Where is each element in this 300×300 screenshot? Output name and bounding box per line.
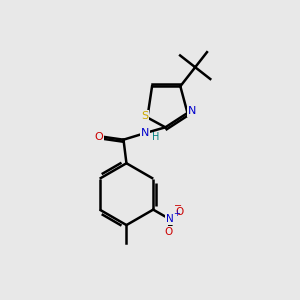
- Text: H: H: [152, 132, 160, 142]
- Text: N: N: [140, 128, 149, 138]
- Text: N: N: [188, 106, 196, 116]
- Text: O: O: [176, 207, 184, 217]
- Text: S: S: [142, 111, 148, 121]
- Text: +: +: [173, 209, 180, 218]
- Text: O: O: [165, 226, 173, 236]
- Text: N: N: [166, 214, 174, 224]
- Text: O: O: [94, 132, 103, 142]
- Text: −: −: [174, 201, 183, 211]
